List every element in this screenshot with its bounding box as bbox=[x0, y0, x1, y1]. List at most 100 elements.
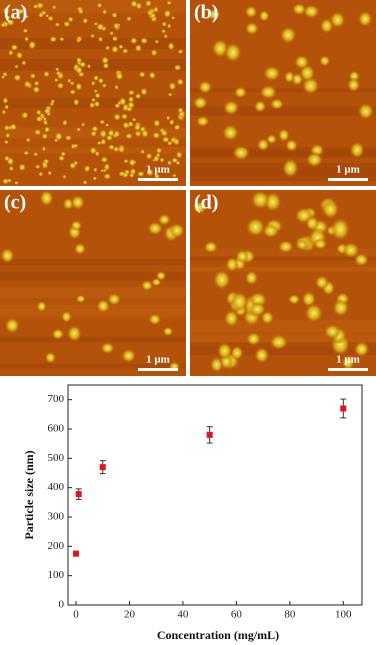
afm-image: (c) 1 μm bbox=[0, 189, 186, 376]
particle bbox=[25, 137, 31, 143]
particle bbox=[43, 108, 52, 115]
particle bbox=[140, 87, 148, 96]
particle bbox=[108, 144, 115, 151]
image-streak bbox=[190, 88, 376, 93]
particle bbox=[167, 140, 173, 146]
particle bbox=[198, 80, 213, 95]
particle bbox=[113, 22, 120, 30]
particle bbox=[10, 44, 19, 51]
particle bbox=[96, 2, 103, 9]
particle bbox=[230, 345, 244, 361]
particle bbox=[21, 111, 29, 119]
particle bbox=[319, 55, 331, 67]
particle bbox=[154, 173, 160, 180]
particle bbox=[0, 22, 7, 28]
particle bbox=[24, 36, 29, 42]
particle bbox=[123, 158, 129, 164]
y-tick-label: 0 bbox=[59, 599, 65, 611]
particle bbox=[134, 130, 142, 138]
particle bbox=[304, 303, 324, 323]
particle bbox=[245, 217, 266, 237]
particle bbox=[262, 65, 281, 82]
particle bbox=[61, 310, 72, 323]
particle bbox=[42, 116, 48, 121]
particle bbox=[357, 10, 373, 28]
particle bbox=[295, 239, 309, 250]
particle bbox=[22, 28, 29, 34]
particle bbox=[7, 178, 12, 183]
particle bbox=[162, 326, 174, 337]
particle bbox=[121, 348, 137, 363]
particle bbox=[41, 146, 47, 152]
particle bbox=[137, 170, 145, 178]
particle bbox=[53, 138, 59, 143]
particle bbox=[113, 130, 121, 138]
x-tick-label: 20 bbox=[124, 609, 136, 621]
particle bbox=[222, 124, 239, 142]
image-streak bbox=[190, 106, 376, 116]
particle bbox=[52, 4, 57, 10]
particle bbox=[269, 334, 289, 351]
particle bbox=[2, 7, 10, 15]
particle bbox=[7, 125, 12, 131]
particle bbox=[192, 95, 208, 110]
particle bbox=[332, 298, 350, 317]
particle bbox=[173, 137, 180, 146]
particle bbox=[75, 57, 83, 64]
particle bbox=[32, 3, 39, 9]
particle bbox=[224, 42, 242, 63]
particle bbox=[249, 301, 266, 317]
particle bbox=[101, 56, 110, 65]
particle bbox=[147, 221, 164, 236]
particle bbox=[155, 270, 167, 281]
particle bbox=[67, 78, 72, 83]
particle bbox=[56, 82, 65, 90]
particle bbox=[128, 158, 137, 167]
particle bbox=[175, 151, 183, 159]
particle bbox=[94, 150, 100, 157]
x-tick-label: 60 bbox=[231, 609, 243, 621]
particle bbox=[100, 341, 115, 355]
particle bbox=[135, 93, 142, 100]
particle bbox=[323, 323, 341, 340]
particle bbox=[154, 39, 160, 44]
particle bbox=[38, 11, 44, 18]
particle bbox=[18, 8, 25, 15]
particle bbox=[99, 129, 108, 139]
particle bbox=[140, 149, 145, 155]
particle bbox=[35, 109, 42, 116]
particle bbox=[288, 293, 301, 305]
particle bbox=[97, 77, 104, 84]
particle bbox=[39, 189, 54, 207]
particle bbox=[43, 70, 50, 78]
afm-image: (b) 1 μm bbox=[190, 0, 376, 186]
particle bbox=[83, 164, 91, 173]
particle bbox=[232, 145, 251, 161]
particle bbox=[115, 71, 124, 81]
particle bbox=[120, 113, 128, 120]
image-streak bbox=[190, 147, 376, 159]
particle bbox=[314, 275, 330, 290]
particle bbox=[33, 129, 42, 136]
particle bbox=[130, 37, 138, 45]
particle bbox=[62, 119, 68, 126]
particle bbox=[118, 97, 127, 106]
particle bbox=[91, 125, 99, 133]
particle bbox=[105, 134, 113, 141]
particle bbox=[157, 213, 171, 226]
particle bbox=[342, 242, 360, 259]
particle bbox=[166, 0, 172, 6]
particle bbox=[101, 83, 107, 89]
particle bbox=[353, 341, 370, 358]
particle bbox=[113, 113, 121, 121]
particle bbox=[14, 180, 19, 186]
particle bbox=[245, 331, 262, 347]
particle bbox=[177, 49, 184, 54]
scale-bar bbox=[328, 178, 368, 181]
particle bbox=[97, 36, 104, 43]
image-streak bbox=[0, 37, 186, 50]
particle bbox=[4, 139, 9, 145]
particle bbox=[166, 115, 171, 121]
particle bbox=[69, 81, 75, 86]
data-point bbox=[73, 550, 80, 557]
